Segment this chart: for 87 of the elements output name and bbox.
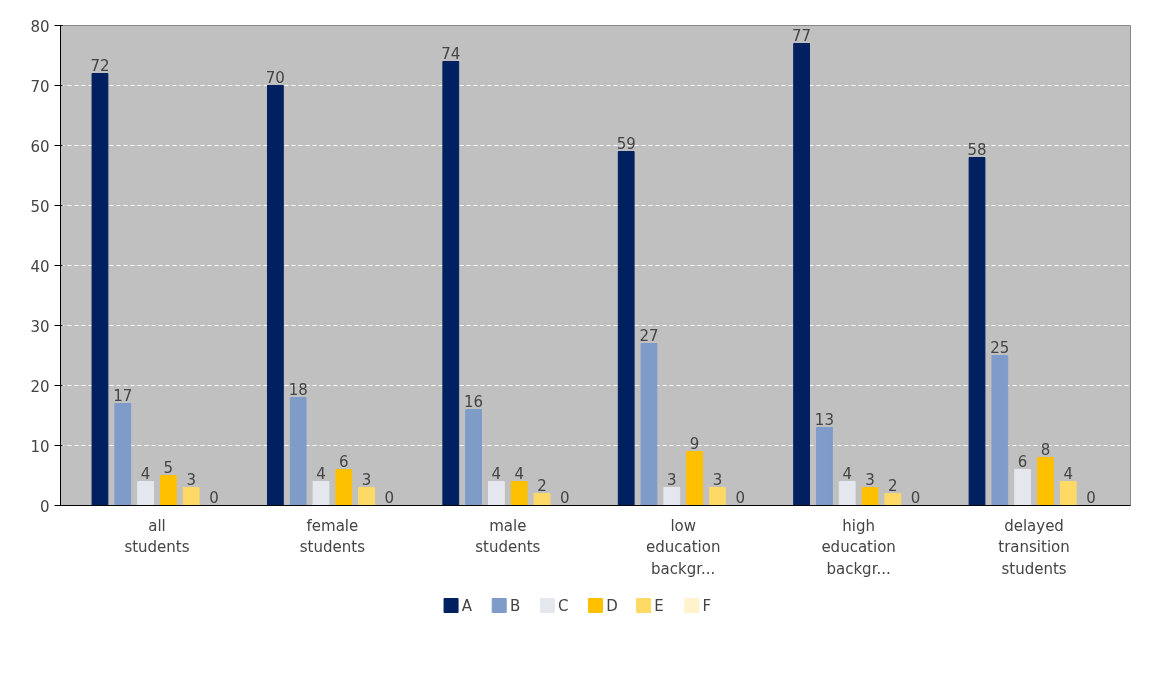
bar	[266, 85, 284, 506]
data-label: 70	[265, 68, 285, 87]
bar	[1059, 481, 1077, 506]
y-tick-label: 60	[30, 137, 50, 156]
data-label: 18	[288, 380, 308, 399]
legend-label: E	[654, 596, 664, 615]
data-label: 74	[441, 44, 461, 63]
data-label: 5	[163, 458, 174, 477]
data-label: 0	[910, 488, 921, 507]
data-label: 58	[967, 140, 987, 159]
bar	[335, 469, 353, 506]
bar	[686, 451, 703, 506]
bar	[968, 157, 986, 506]
bar	[465, 409, 482, 506]
bar	[838, 481, 856, 506]
x-tick-label: male students	[475, 516, 541, 557]
data-label: 2	[888, 476, 898, 495]
data-label: 4	[842, 464, 852, 483]
bar	[91, 73, 109, 506]
bar	[114, 403, 132, 506]
data-label: 4	[514, 464, 524, 483]
legend-label: F	[702, 596, 712, 615]
y-tick-label: 50	[30, 197, 50, 216]
bar	[640, 343, 658, 506]
bar	[358, 487, 375, 506]
bar	[533, 493, 551, 506]
bar	[663, 487, 681, 506]
legend-label: C	[558, 596, 569, 615]
x-tick-label: high education backgr...	[821, 516, 896, 578]
data-label: 4	[1063, 464, 1073, 483]
data-label: 72	[90, 56, 110, 75]
bar	[1014, 469, 1032, 506]
legend-label: A	[461, 596, 473, 615]
x-tick-label: female students	[299, 516, 366, 557]
data-label: 4	[316, 464, 326, 483]
data-label: 6	[339, 452, 349, 471]
bar	[1037, 457, 1054, 506]
data-label: 3	[712, 470, 723, 489]
data-label: 25	[990, 338, 1010, 357]
bar	[312, 481, 330, 506]
bar	[510, 481, 528, 506]
bar	[816, 427, 833, 506]
bar	[137, 481, 154, 506]
y-tick-label: 40	[30, 257, 50, 276]
bar	[442, 61, 460, 506]
data-label: 0	[384, 488, 395, 507]
y-tick-label: 10	[30, 437, 50, 456]
data-label: 3	[667, 470, 677, 489]
data-label: 16	[464, 392, 484, 411]
data-label: 13	[814, 410, 834, 429]
x-tick-label: all students	[124, 516, 190, 557]
y-tick-label: 80	[30, 17, 50, 36]
bar	[617, 151, 635, 506]
bar	[159, 475, 177, 506]
data-label: 3	[361, 470, 372, 489]
data-label: 9	[689, 434, 700, 453]
bar	[991, 355, 1009, 506]
data-label: 4	[491, 464, 502, 483]
bar	[861, 487, 879, 506]
data-label: 27	[639, 326, 659, 345]
x-tick-label: low education backgr...	[645, 516, 721, 578]
bar	[488, 481, 505, 506]
bar	[289, 397, 307, 506]
data-label: 0	[209, 488, 219, 507]
legend-label: B	[509, 596, 521, 615]
data-label: 2	[537, 476, 547, 495]
y-tick-label: 30	[30, 317, 50, 336]
data-label: 0	[735, 488, 745, 507]
data-label: 0	[1086, 488, 1096, 507]
y-tick-label: 70	[30, 77, 50, 96]
data-label: 17	[113, 386, 133, 405]
data-label: 6	[1017, 452, 1028, 471]
x-tick-label: delayed transition students	[998, 516, 1070, 578]
data-label: 3	[186, 470, 196, 489]
data-label: 8	[1040, 440, 1051, 459]
y-tick-label: 0	[39, 497, 50, 516]
bar	[182, 487, 200, 506]
data-label: 59	[616, 134, 636, 153]
data-label: 4	[140, 464, 151, 483]
data-label: 0	[560, 488, 570, 507]
bar	[793, 43, 810, 506]
bar	[884, 493, 902, 506]
data-label: 3	[865, 470, 875, 489]
y-tick-label: 20	[30, 377, 50, 396]
legend-label: D	[606, 596, 618, 615]
bar	[709, 487, 726, 506]
data-label: 77	[792, 26, 812, 45]
